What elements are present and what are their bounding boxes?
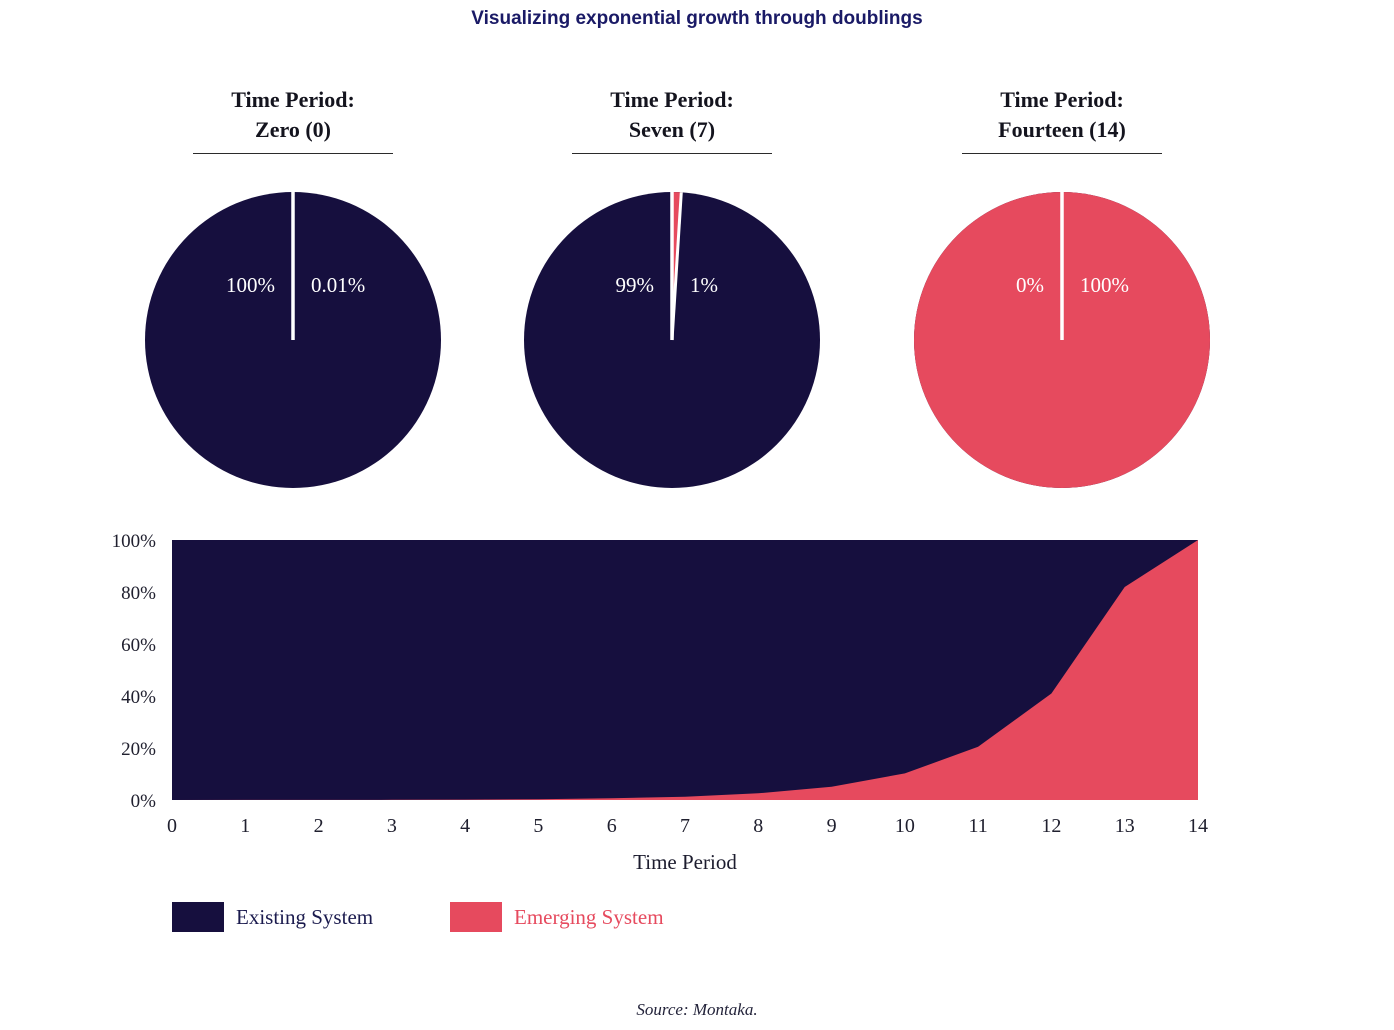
x-tick-label: 9 bbox=[827, 815, 837, 837]
x-tick-label: 8 bbox=[753, 815, 763, 837]
pie-section-seven: Time Period: Seven (7) 99% 1% bbox=[522, 85, 822, 490]
pie-title-line2: Zero (0) bbox=[255, 117, 331, 142]
title-underline bbox=[572, 153, 772, 154]
title-underline bbox=[962, 153, 1162, 154]
x-axis-title: Time Period bbox=[633, 850, 737, 874]
x-tick-label: 7 bbox=[680, 815, 690, 837]
x-tick-label: 1 bbox=[240, 815, 250, 837]
pie-existing-label: 100% bbox=[226, 273, 275, 297]
pie-title-line1: Time Period: bbox=[1000, 87, 1124, 112]
pie-section-zero: Time Period: Zero (0) 100% 0.01% bbox=[143, 85, 443, 490]
pie-existing-label: 0% bbox=[1016, 273, 1044, 297]
y-tick-label: 40% bbox=[121, 687, 156, 708]
pie-emerging-label: 1% bbox=[690, 273, 718, 297]
pie-title-seven: Time Period: Seven (7) bbox=[522, 85, 822, 145]
pie-chart-seven: 99% 1% bbox=[524, 192, 820, 488]
pie-title-line1: Time Period: bbox=[610, 87, 734, 112]
pie-emerging-label: 0.01% bbox=[311, 273, 365, 297]
page-title: Visualizing exponential growth through d… bbox=[471, 8, 923, 29]
x-tick-label: 5 bbox=[533, 815, 543, 837]
x-tick-label: 0 bbox=[167, 815, 177, 837]
pie-title-line2: Fourteen (14) bbox=[998, 117, 1126, 142]
emerging-system-label: Emerging System bbox=[514, 904, 664, 929]
pie-chart-zero: 100% 0.01% bbox=[145, 192, 441, 488]
x-tick-label: 12 bbox=[1041, 815, 1061, 837]
legend-item-emerging: Emerging System bbox=[450, 902, 664, 932]
x-tick-label: 13 bbox=[1115, 815, 1135, 837]
pie-chart-fourteen: 0% 100% bbox=[914, 192, 1210, 488]
y-tick-label: 100% bbox=[112, 531, 157, 552]
x-tick-label: 6 bbox=[607, 815, 617, 837]
legend-item-existing: Existing System bbox=[172, 902, 373, 932]
emerging-system-area bbox=[172, 540, 1198, 800]
y-tick-label: 60% bbox=[121, 635, 156, 656]
existing-system-swatch bbox=[172, 902, 224, 932]
x-tick-label: 14 bbox=[1188, 815, 1208, 837]
source-attribution: Source: Montaka. bbox=[636, 1000, 758, 1019]
emerging-system-swatch bbox=[450, 902, 502, 932]
pie-title-line2: Seven (7) bbox=[628, 117, 716, 142]
stacked-area-chart: 0%20%40%60%80%100%0 1 2 3 4 5 6 7 8 9 10 11 12 13 14 bbox=[112, 531, 1208, 837]
pie-title-line1: Time Period: bbox=[231, 87, 355, 112]
x-tick-label: 4 bbox=[460, 815, 470, 837]
title-underline bbox=[193, 153, 393, 154]
y-tick-label: 0% bbox=[131, 791, 157, 812]
pie-emerging-label: 100% bbox=[1080, 273, 1129, 297]
y-tick-label: 20% bbox=[121, 739, 156, 760]
x-tick-label: 2 bbox=[314, 815, 324, 837]
x-tick-label: 3 bbox=[387, 815, 397, 837]
pie-section-fourteen: Time Period: Fourteen (14) 0% 100% bbox=[912, 85, 1212, 490]
x-tick-label: 10 bbox=[895, 815, 915, 837]
existing-system-label: Existing System bbox=[236, 904, 374, 929]
pie-title-fourteen: Time Period: Fourteen (14) bbox=[912, 85, 1212, 145]
y-tick-label: 80% bbox=[121, 583, 156, 604]
pie-title-zero: Time Period: Zero (0) bbox=[143, 85, 443, 145]
pie-existing-label: 99% bbox=[616, 273, 655, 297]
x-tick-label: 11 bbox=[968, 815, 987, 837]
